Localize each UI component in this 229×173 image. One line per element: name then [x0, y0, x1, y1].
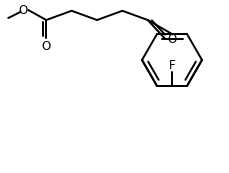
Text: O: O [167, 33, 177, 46]
Text: F: F [169, 60, 175, 72]
Text: O: O [19, 3, 28, 16]
Text: O: O [42, 39, 51, 53]
